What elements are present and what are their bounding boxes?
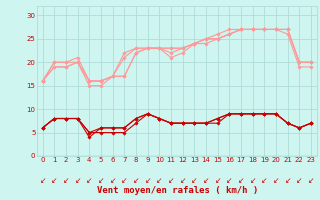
Text: ↙: ↙ (63, 176, 69, 186)
Text: ↙: ↙ (284, 176, 291, 186)
Text: ↙: ↙ (250, 176, 256, 186)
Text: ↙: ↙ (261, 176, 268, 186)
Text: ↙: ↙ (191, 176, 197, 186)
Text: ↙: ↙ (203, 176, 209, 186)
Text: ↙: ↙ (238, 176, 244, 186)
Text: ↙: ↙ (180, 176, 186, 186)
Text: ↙: ↙ (133, 176, 139, 186)
Text: ↙: ↙ (273, 176, 279, 186)
Text: ↙: ↙ (39, 176, 46, 186)
Text: ↙: ↙ (168, 176, 174, 186)
Text: ↙: ↙ (156, 176, 163, 186)
Text: ↙: ↙ (51, 176, 58, 186)
Text: ↙: ↙ (109, 176, 116, 186)
Text: ↙: ↙ (75, 176, 81, 186)
Text: ↙: ↙ (214, 176, 221, 186)
Text: ↙: ↙ (98, 176, 104, 186)
Text: ↙: ↙ (86, 176, 92, 186)
Text: Vent moyen/en rafales ( km/h ): Vent moyen/en rafales ( km/h ) (97, 186, 258, 195)
Text: ↙: ↙ (226, 176, 233, 186)
Text: ↙: ↙ (144, 176, 151, 186)
Text: ↙: ↙ (121, 176, 127, 186)
Text: ↙: ↙ (308, 176, 314, 186)
Text: ↙: ↙ (296, 176, 302, 186)
